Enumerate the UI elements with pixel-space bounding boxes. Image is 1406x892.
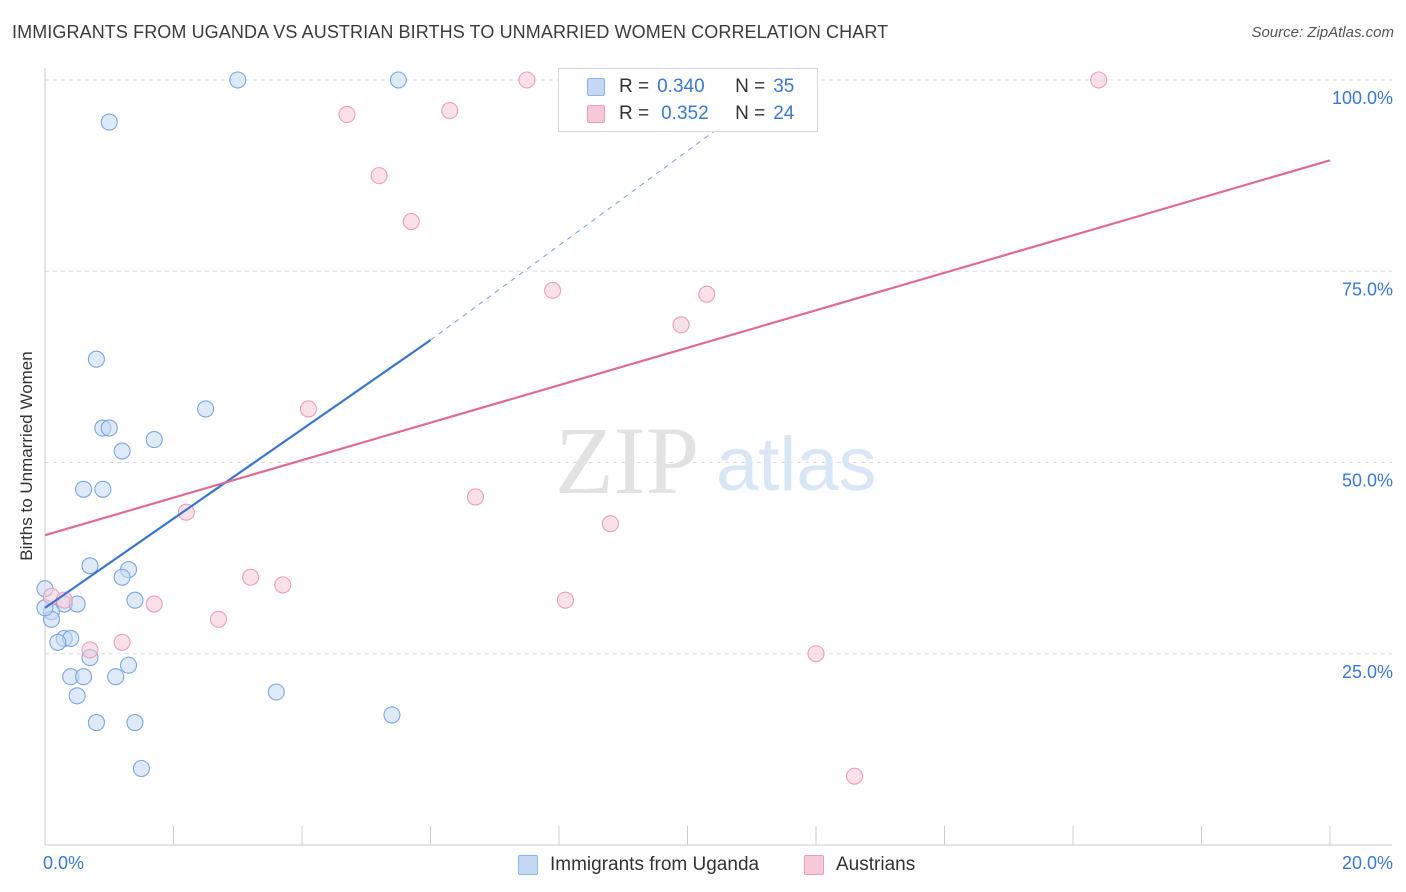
data-point xyxy=(242,568,260,586)
grid-layer xyxy=(45,79,1392,655)
data-point xyxy=(94,480,112,498)
legend-n-label: N = xyxy=(735,76,766,97)
y-tick-label: 50.0% xyxy=(1342,471,1393,491)
data-point xyxy=(698,285,716,303)
data-point xyxy=(75,480,93,498)
legend-swatch-blue xyxy=(587,78,605,96)
y-tick-label: 25.0% xyxy=(1342,662,1393,682)
x-tick-label: 0.0% xyxy=(43,853,84,873)
legend-n-value: 24 xyxy=(773,103,795,124)
series-legend: Immigrants from Uganda Austrians xyxy=(0,852,1406,878)
data-point xyxy=(845,767,864,785)
legend-n-label: N = xyxy=(735,103,766,124)
data-point xyxy=(601,515,619,533)
correlation-legend: R = 0.340 N = 35 R = 0.352 N = 24 xyxy=(558,68,818,132)
data-point xyxy=(145,595,163,613)
data-point xyxy=(49,633,67,651)
legend-row-austrians: R = 0.352 N = 24 xyxy=(587,101,794,127)
data-point xyxy=(145,430,163,449)
legend-r-label: R = xyxy=(619,103,650,124)
y-tick-label: 75.0% xyxy=(1342,279,1393,299)
data-point xyxy=(126,714,144,732)
data-point xyxy=(518,71,536,89)
data-point xyxy=(370,167,388,185)
data-point xyxy=(441,102,459,120)
watermark-atlas: atlas xyxy=(716,422,877,507)
legend-n-value: 35 xyxy=(773,76,795,97)
data-point xyxy=(672,316,690,334)
data-point xyxy=(119,656,138,674)
data-point xyxy=(81,641,99,659)
y-axis-label: Births to Unmarried Women xyxy=(17,351,36,560)
data-point xyxy=(466,488,485,506)
trend-line xyxy=(44,159,1331,537)
data-point xyxy=(113,568,131,586)
axis-layer: 25.0% 50.0% 75.0% 100.0% 0.0% 20.0% xyxy=(43,68,1393,873)
data-point xyxy=(389,71,407,89)
data-point xyxy=(807,645,825,663)
data-point xyxy=(383,706,401,724)
data-point xyxy=(107,668,125,686)
legend-r-value: 0.340 xyxy=(657,76,705,97)
trend-line xyxy=(44,339,432,609)
trend-line-extension xyxy=(430,79,785,341)
y-tick-label: 100.0% xyxy=(1332,88,1393,108)
data-point xyxy=(100,113,118,131)
data-point xyxy=(267,683,285,701)
legend-r-label: R = xyxy=(619,76,650,97)
trend-layer xyxy=(44,79,1331,609)
legend-swatch-pink xyxy=(587,105,605,123)
series-swatch-blue xyxy=(518,855,538,875)
data-point xyxy=(209,610,228,628)
chart-title: IMMIGRANTS FROM UGANDA VS AUSTRIAN BIRTH… xyxy=(12,22,889,42)
source-label: Source: ZipAtlas.com xyxy=(1251,24,1394,41)
series-label-austrians: Austrians xyxy=(836,854,916,875)
data-point xyxy=(229,71,247,89)
data-point xyxy=(299,400,317,418)
data-point xyxy=(274,576,292,594)
legend-row-uganda: R = 0.340 N = 35 xyxy=(587,74,794,100)
data-point xyxy=(197,400,215,418)
series-legend-uganda: Immigrants from Uganda xyxy=(518,852,759,878)
data-point xyxy=(126,591,144,609)
data-point xyxy=(87,714,105,732)
series-label-uganda: Immigrants from Uganda xyxy=(550,854,760,875)
points-layer xyxy=(36,71,1108,785)
data-point xyxy=(402,212,420,231)
data-point xyxy=(68,687,86,705)
x-tick-label: 20.0% xyxy=(1342,853,1393,873)
data-point xyxy=(544,281,562,299)
data-point xyxy=(113,633,131,651)
data-point xyxy=(87,350,105,368)
series-legend-austrians: Austrians xyxy=(804,852,915,878)
legend-r-value: 0.352 xyxy=(661,103,709,124)
watermark-zip: ZIP xyxy=(555,407,699,514)
series-swatch-pink xyxy=(804,855,824,875)
data-point xyxy=(81,557,99,575)
data-point xyxy=(113,442,131,460)
watermark: ZIP atlas xyxy=(555,407,877,514)
data-point xyxy=(100,419,118,437)
data-point xyxy=(556,591,574,609)
data-point xyxy=(1090,71,1108,89)
data-point xyxy=(75,668,93,686)
data-point xyxy=(132,759,150,778)
data-point xyxy=(338,105,356,123)
